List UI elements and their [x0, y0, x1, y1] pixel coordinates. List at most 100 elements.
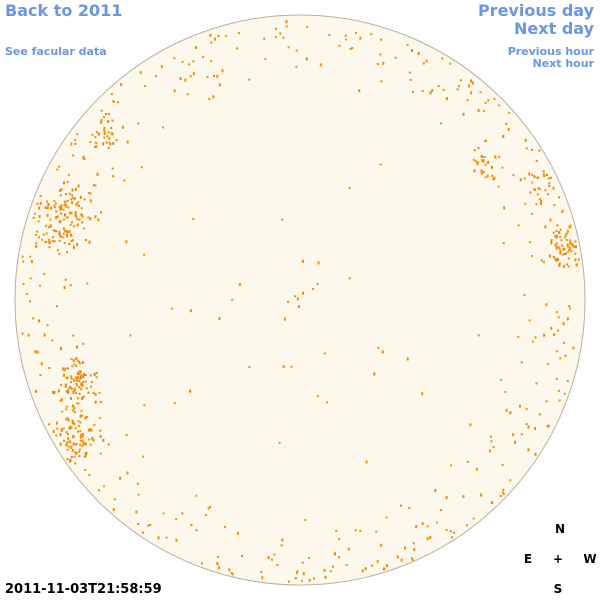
facula — [261, 576, 264, 580]
facula — [95, 376, 98, 379]
previous-day-link[interactable]: Previous day — [477, 1, 594, 20]
facula — [216, 563, 219, 566]
facula — [39, 202, 42, 205]
facula — [537, 187, 540, 190]
facula — [400, 504, 402, 507]
facula — [426, 525, 429, 528]
facula — [81, 439, 84, 443]
facula — [527, 448, 530, 452]
facula — [102, 485, 105, 488]
next-day-link[interactable]: Next day — [514, 19, 594, 38]
facula — [562, 253, 565, 256]
facula — [302, 291, 305, 295]
timestamp: 2011-11-03T21:58:59 — [5, 582, 162, 597]
facula — [563, 264, 566, 268]
facula — [48, 241, 51, 244]
facula — [489, 449, 491, 453]
facula — [329, 570, 332, 573]
facula — [480, 172, 483, 175]
facula — [376, 63, 379, 65]
facula — [302, 572, 305, 576]
facula — [484, 101, 487, 104]
facula — [415, 525, 418, 529]
facula — [540, 199, 543, 202]
facula — [93, 372, 96, 376]
facula — [349, 47, 352, 50]
facula — [308, 556, 310, 559]
facula — [396, 555, 399, 559]
facula — [295, 49, 298, 52]
facula — [264, 58, 267, 61]
facula — [107, 146, 110, 149]
facula — [569, 246, 572, 250]
facula — [84, 239, 87, 241]
facula — [78, 386, 81, 389]
facula — [62, 367, 65, 371]
facula — [117, 101, 119, 104]
facula — [48, 423, 51, 426]
facula — [445, 97, 448, 101]
facula — [494, 155, 497, 158]
facula — [566, 380, 569, 382]
facula — [558, 399, 561, 402]
facula — [484, 140, 487, 142]
facula — [319, 63, 322, 67]
facula — [412, 542, 415, 545]
facula — [562, 247, 565, 251]
facula — [547, 193, 549, 196]
facula — [78, 392, 81, 395]
facula — [55, 421, 58, 425]
facula — [313, 577, 315, 580]
facula — [46, 213, 49, 217]
compass-east: E — [523, 552, 533, 566]
facula — [21, 332, 24, 335]
facula — [38, 319, 40, 323]
facula — [555, 236, 558, 239]
facula — [501, 166, 504, 169]
facula — [60, 383, 62, 386]
previous-hour-link[interactable]: Previous hour — [507, 45, 594, 58]
facula — [33, 212, 36, 215]
facula — [60, 212, 63, 215]
back-link[interactable]: Back to 2011 — [5, 1, 123, 20]
facula — [96, 172, 99, 176]
facula — [542, 172, 545, 175]
facula — [491, 174, 494, 177]
facula — [493, 98, 496, 101]
facula — [400, 558, 403, 562]
facula — [546, 424, 549, 428]
facula — [75, 384, 78, 387]
facula — [53, 204, 56, 207]
facula — [77, 184, 80, 188]
facula — [79, 430, 82, 433]
facula — [317, 261, 320, 265]
facula — [498, 155, 501, 158]
facula — [46, 200, 49, 203]
facula — [571, 243, 574, 246]
facula — [575, 263, 578, 267]
facula — [545, 400, 548, 403]
facula — [71, 422, 74, 425]
facula — [333, 553, 336, 555]
next-hour-link[interactable]: Next hour — [532, 57, 595, 70]
facula — [568, 225, 571, 228]
facular-link[interactable]: See facular data — [5, 45, 107, 58]
facula — [73, 406, 76, 410]
facula — [69, 223, 72, 226]
facula — [67, 433, 69, 436]
facula — [173, 402, 176, 405]
facula — [103, 129, 106, 132]
facula — [473, 149, 476, 152]
facula — [566, 243, 569, 247]
facula — [63, 439, 65, 442]
facula — [462, 112, 465, 116]
facula — [453, 531, 455, 534]
facula — [555, 247, 558, 250]
facula — [64, 367, 67, 370]
facula — [554, 234, 557, 238]
facula — [95, 141, 97, 144]
facula — [212, 95, 215, 99]
facula — [79, 439, 82, 442]
facula — [531, 174, 534, 176]
facula — [74, 376, 77, 379]
